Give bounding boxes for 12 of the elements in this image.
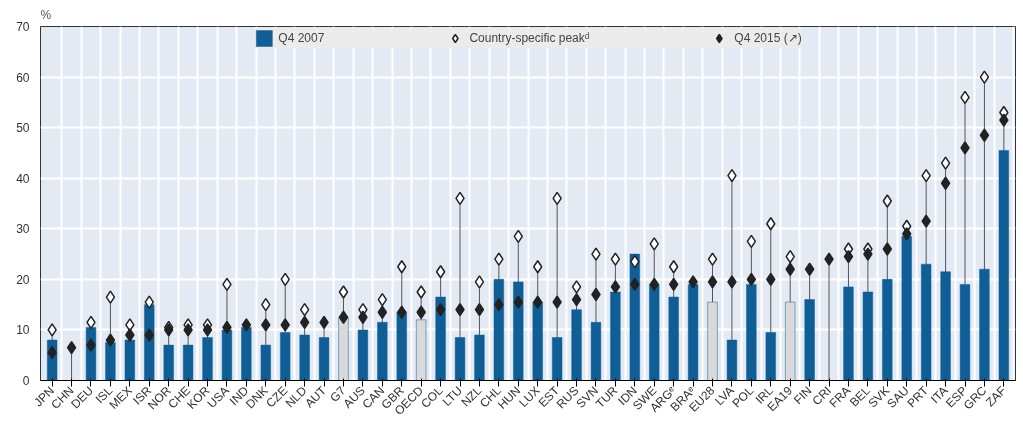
- legend-label: Q4 2015 (↗): [734, 31, 802, 45]
- y-tick-label: 20: [16, 272, 30, 287]
- y-axis-title: %: [40, 7, 52, 22]
- legend-label: Q4 2007: [278, 31, 325, 45]
- y-tick-label: 40: [16, 171, 30, 186]
- y-tick-label: 60: [16, 70, 30, 85]
- y-tick-label: 10: [16, 323, 30, 338]
- y-tick-label: 50: [16, 121, 30, 136]
- y-tick-label: 30: [16, 222, 30, 237]
- y-tick-label: 70: [16, 20, 30, 34]
- legend-label: Country-specific peakᵈ: [469, 31, 590, 45]
- y-tick-label: 0: [22, 374, 30, 388]
